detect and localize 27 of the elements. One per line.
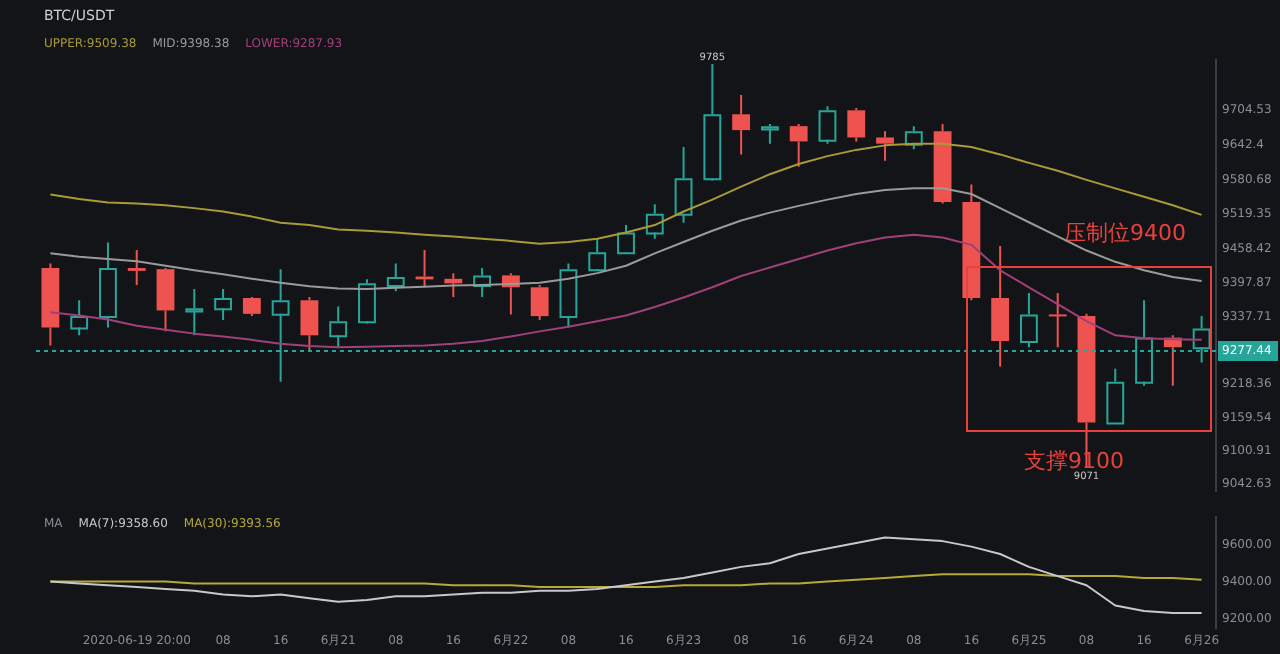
candlestick [300, 295, 319, 353]
candlestick [1106, 367, 1125, 425]
candlestick [847, 107, 866, 143]
candlestick [703, 62, 722, 182]
candlestick [732, 94, 751, 156]
candlestick [41, 262, 60, 347]
candlestick [386, 262, 405, 293]
candlestick [473, 267, 492, 298]
candlestick [674, 146, 693, 224]
candlestick [962, 183, 981, 302]
candlestick [214, 287, 232, 322]
candlestick [185, 287, 204, 337]
candlestick [156, 269, 175, 333]
annotation: 压制位9400 [1064, 220, 1186, 246]
candlestick [70, 299, 89, 337]
candlestick [242, 298, 261, 318]
candlestick [876, 130, 894, 162]
candlestick [933, 122, 952, 205]
candlestick [329, 305, 348, 349]
candlestick [127, 248, 146, 287]
candlestick [645, 203, 664, 240]
candlestick [99, 241, 117, 329]
candlestick [1048, 291, 1067, 349]
candlestick [760, 122, 779, 145]
candlestick [991, 245, 1010, 368]
candlestick [530, 284, 549, 322]
candlestick [789, 122, 808, 168]
